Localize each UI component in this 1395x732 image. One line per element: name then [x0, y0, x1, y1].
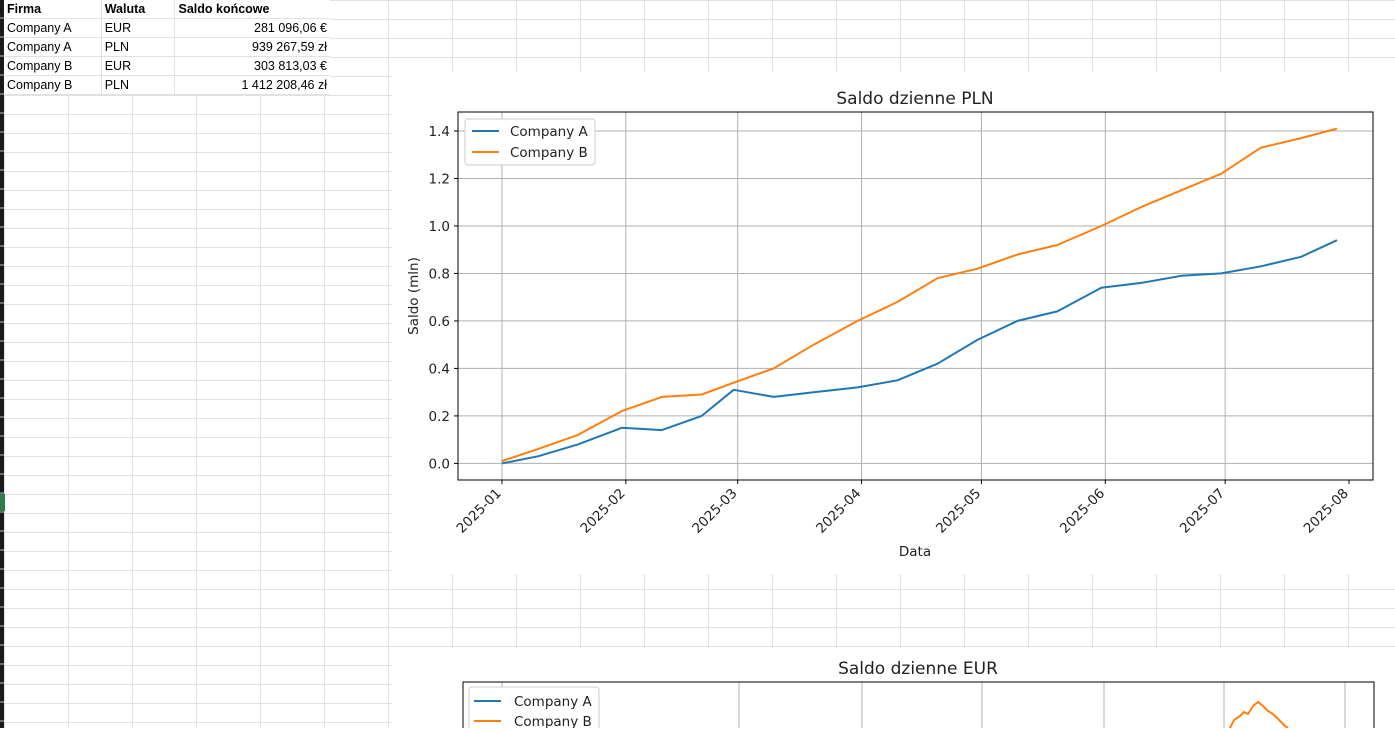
- x-axis-label: Data: [899, 544, 931, 560]
- table-row: Company A EUR 281 096,06 €: [4, 19, 330, 38]
- header-saldo[interactable]: Saldo końcowe: [178, 2, 270, 16]
- y-tick-label: 0.8: [429, 266, 450, 282]
- legend-label-a: Company A: [510, 124, 589, 140]
- cell-firma[interactable]: Company A: [4, 19, 102, 37]
- y-tick-label: 0.6: [429, 314, 450, 330]
- cell-firma[interactable]: Company A: [4, 38, 102, 56]
- header-waluta[interactable]: Waluta: [102, 0, 176, 18]
- cell-saldo[interactable]: 939 267,59 zł: [251, 40, 327, 54]
- chart-pln-svg: Saldo dzienne PLN 0.0 0.2 0.4 0.6 0.8 1.0 1.2 1…: [406, 89, 1374, 560]
- x-tick-label: 2025-06: [1057, 486, 1108, 537]
- chart-pln[interactable]: Saldo dzienne PLN 0.0 0.2 0.4 0.6 0.8 1.0 1.2 1…: [392, 72, 1395, 574]
- balance-table: Firma Waluta Saldo końcowe Company A EUR…: [4, 0, 330, 95]
- x-axis-ticks: 2025-01 2025-02 2025-03 2025-04 2025-05 2025-…: [454, 480, 1352, 537]
- x-tick-label: 2025-07: [1177, 486, 1228, 537]
- table-row: Company B PLN 1 412 208,46 zł: [4, 76, 330, 95]
- cell-firma[interactable]: Company B: [4, 57, 102, 75]
- chart-legend: Company A Company B: [468, 686, 600, 732]
- chart-eur[interactable]: Saldo dzienne EUR Company A Company B: [392, 648, 1395, 732]
- cell-waluta[interactable]: EUR: [102, 57, 176, 75]
- chart-series-lines: [501, 127, 1338, 465]
- x-tick-label: 2025-04: [813, 486, 864, 537]
- table-header-row: Firma Waluta Saldo końcowe: [4, 0, 330, 19]
- series-line-company-b: [501, 127, 1338, 462]
- legend-box: [468, 686, 600, 732]
- y-tick-label: 1.4: [429, 124, 450, 140]
- selected-cell-marker: [0, 494, 5, 511]
- y-tick-label: 1.2: [429, 171, 450, 187]
- header-firma[interactable]: Firma: [4, 0, 102, 18]
- legend-label-b: Company B: [514, 714, 592, 728]
- row-header-strip: [0, 0, 4, 728]
- chart-gridlines: [458, 112, 1373, 480]
- y-tick-label: 1.0: [429, 219, 450, 235]
- chart-legend: Company A Company B: [464, 118, 596, 166]
- plot-frame: [462, 681, 1375, 732]
- chart-title: Saldo dzienne EUR: [838, 659, 998, 679]
- x-tick-label: 2025-01: [454, 486, 505, 537]
- y-tick-label: 0.2: [429, 409, 450, 425]
- cell-waluta[interactable]: EUR: [102, 19, 176, 37]
- chart-title: Saldo dzienne PLN: [836, 89, 993, 109]
- plot-frame: [457, 111, 1374, 481]
- cell-waluta[interactable]: PLN: [102, 38, 176, 56]
- y-axis-label: Saldo (mln): [406, 257, 422, 335]
- table-row: Company B EUR 303 813,03 €: [4, 57, 330, 76]
- cell-saldo[interactable]: 303 813,03 €: [254, 59, 327, 73]
- legend-label-b: Company B: [510, 145, 588, 161]
- chart-eur-svg: Saldo dzienne EUR Company A Company B: [462, 659, 1375, 732]
- chart-gridlines: [501, 682, 1346, 728]
- legend-label-a: Company A: [514, 694, 593, 710]
- y-tick-label: 0.4: [429, 361, 450, 377]
- x-tick-label: 2025-08: [1301, 486, 1352, 537]
- series-line-company-b: [1229, 700, 1289, 729]
- x-tick-label: 2025-02: [577, 486, 628, 537]
- x-tick-label: 2025-03: [689, 486, 740, 537]
- cell-saldo[interactable]: 1 412 208,46 zł: [241, 78, 328, 92]
- cell-waluta[interactable]: PLN: [102, 76, 176, 94]
- x-tick-label: 2025-05: [933, 486, 984, 537]
- y-tick-label: 0.0: [429, 456, 450, 472]
- table-row: Company A PLN 939 267,59 zł: [4, 38, 330, 57]
- series-line-company-a: [501, 239, 1338, 465]
- cell-firma[interactable]: Company B: [4, 76, 102, 94]
- cell-saldo[interactable]: 281 096,06 €: [254, 21, 327, 35]
- y-axis-ticks: 0.0 0.2 0.4 0.6 0.8 1.0 1.2 1.4: [429, 124, 458, 472]
